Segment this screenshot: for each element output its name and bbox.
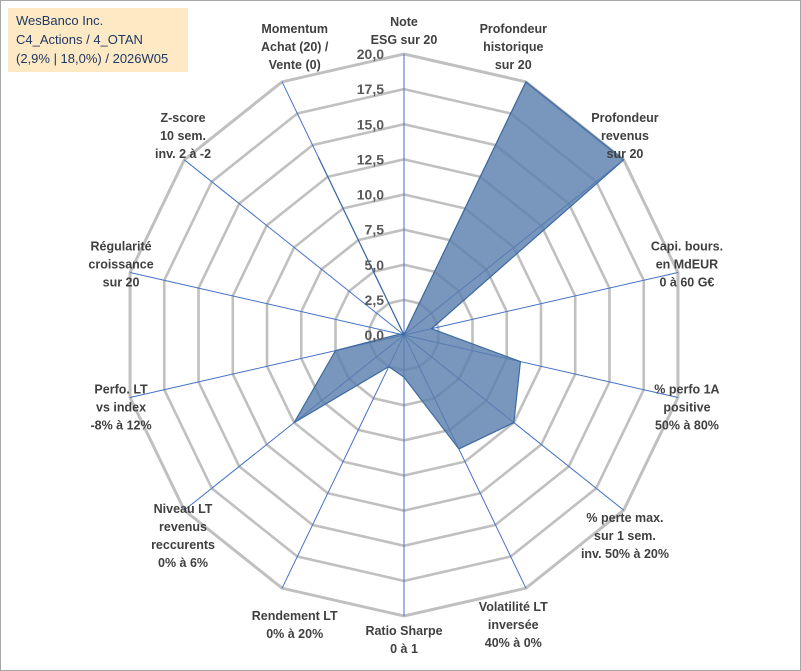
axis-label-line: 0% à 6% [158,556,208,570]
axis-label-2: Profondeur historique sur 20 [480,22,547,72]
portfolio-label: C4_Actions / 4_OTAN [16,32,143,47]
series-area [293,81,625,450]
radar-series [293,81,625,450]
axis-label-line: Vente (0) [269,58,321,72]
tick-label: 20,0 [357,46,384,62]
axis-label-line: reccurents [151,538,215,552]
axis-label-8: Ratio Sharpe 0 à 1 [365,624,442,656]
axis-label-line: Niveau LT [154,502,213,516]
axis-label-line: sur 20 [607,147,644,161]
axis-label-line: Perfo. LT [94,382,148,396]
axis-labels: Note ESG sur 20 Profondeur historique sur 20… [88,15,723,656]
axis-label-10: Niveau LT revenus reccurents 0% à 6% [151,502,215,570]
radial-tick-labels: 0,0 2,5 5,0 7,5 10,0 12,5 15,0 17,5 20,0 [357,46,384,343]
tick-label: 12,5 [357,151,384,167]
axis-label-line: historique [483,40,543,54]
axis-label-3: Profondeur revenus sur 20 [591,111,658,161]
tick-label: 17,5 [357,81,384,97]
axis-label-line: Profondeur [480,22,547,36]
axis-label-13: Z-score 10 sem. inv. 2 à -2 [155,111,211,161]
axis-label-line: Rendement LT [252,609,338,623]
axis-spoke [403,271,679,336]
axis-label-line: Z-score [160,111,205,125]
axis-label-line: 0 à 1 [390,642,418,656]
axis-label-4: Capi. bours. en MdEUR 0 à 60 G€ [651,240,723,290]
axis-label-line: Momentum [261,22,328,36]
axis-label-line: sur 1 sem. [594,529,656,543]
axis-label-14: Momentum Achat (20) / Vente (0) [261,22,329,72]
axis-label-line: Profondeur [591,111,658,125]
axis-label-line: 0% à 20% [266,627,323,641]
axis-label-line: 40% à 0% [485,636,542,650]
axis-label-line: sur 20 [495,58,532,72]
axis-label-line: inv. 50% à 20% [581,547,669,561]
axis-label-line: % perfo 1A [654,382,719,396]
axis-label-line: % perte max. [586,511,663,525]
axis-label-line: vs index [96,400,146,414]
axis-label-line: -8% à 12% [90,418,151,432]
axis-label-line: croissance [88,258,153,272]
axis-label-line: Capi. bours. [651,240,723,254]
period-label: (2,9% | 18,0%) / 2026W05 [16,51,169,66]
axis-label-line: inv. 2 à -2 [155,147,211,161]
axis-label-line: positive [663,400,710,414]
axis-label-5: % perfo 1A positive 50% à 80% [654,382,719,432]
axis-label-line: Ratio Sharpe [365,624,442,638]
axis-spoke [281,334,405,589]
title-box: WesBanco Inc. C4_Actions / 4_OTAN (2,9% … [8,8,188,72]
axis-label-line: sur 20 [103,276,140,290]
axis-label-line: en MdEUR [656,258,719,272]
tick-label: 0,0 [365,327,385,343]
tick-label: 5,0 [365,257,385,273]
axis-label-11: Perfo. LT vs index -8% à 12% [90,382,151,432]
axis-label-12: Régularité croissance sur 20 [88,240,153,290]
axis-label-line: revenus [159,520,207,534]
axis-label-line: revenus [601,129,649,143]
axis-label-line: Volatilité LT [479,600,548,614]
axis-label-line: ESG sur 20 [371,33,438,47]
axis-label-line: inversée [488,618,539,632]
axis-label-line: 50% à 80% [655,418,719,432]
axis-label-line: 0 à 60 G€ [659,276,714,290]
axis-spoke [129,271,405,336]
tick-label: 10,0 [357,187,384,203]
axis-label-line: Régularité [90,240,151,254]
axis-label-line: Note [390,15,418,29]
axis-label-line: Achat (20) / [261,40,329,54]
axis-label-6: % perte max. sur 1 sem. inv. 50% à 20% [581,511,669,561]
tick-label: 2,5 [365,292,385,308]
company-name: WesBanco Inc. [16,13,104,28]
axis-label-7: Volatilité LT inversée 40% à 0% [479,600,548,650]
axis-label-line: 10 sem. [160,129,206,143]
tick-label: 7,5 [365,222,385,238]
axis-spoke [183,159,405,336]
axis-label-1: Note ESG sur 20 [371,15,438,47]
tick-label: 15,0 [357,116,384,132]
axis-label-9: Rendement LT 0% à 20% [252,609,338,641]
